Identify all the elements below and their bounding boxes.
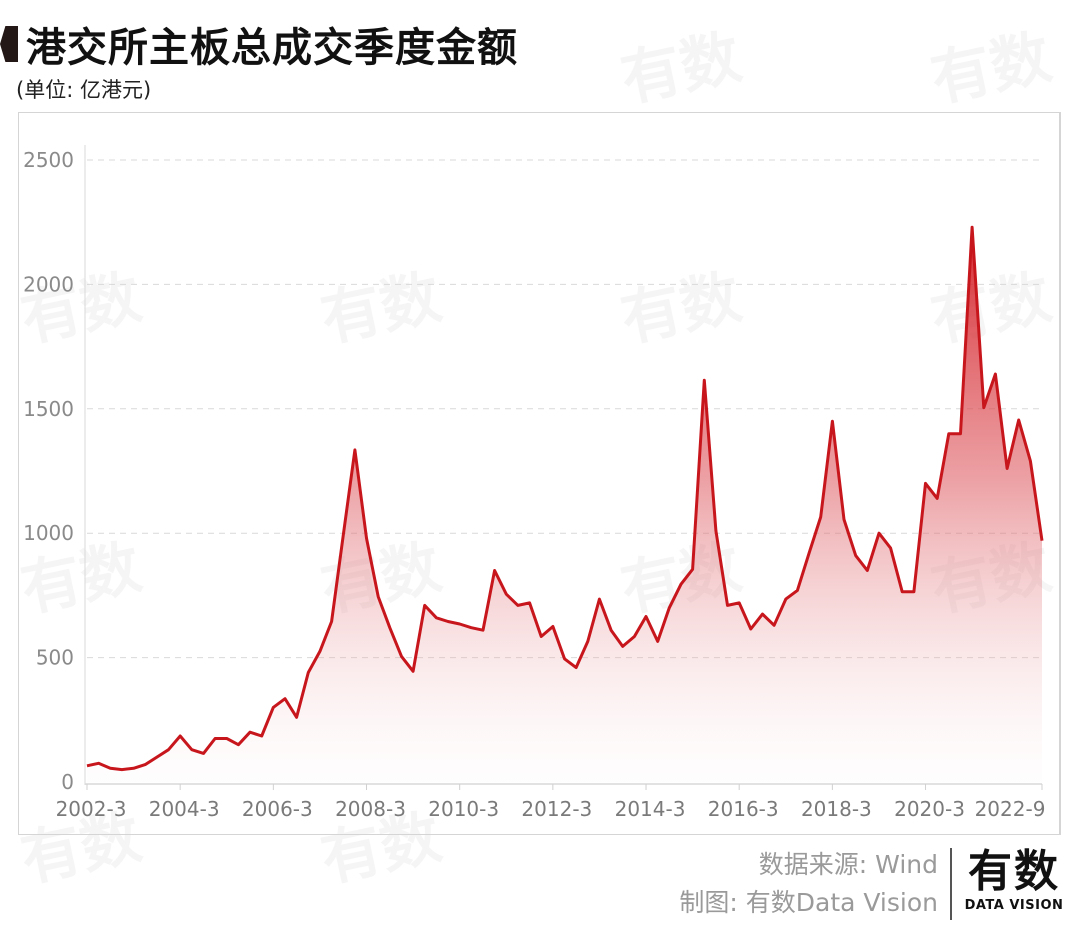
logo-cn: 有数 — [968, 846, 1060, 897]
chart-frame — [18, 112, 1061, 835]
y-tick-label: 500 — [36, 646, 74, 670]
chart-credit: 制图: 有数Data Vision — [679, 888, 938, 917]
y-tick-label: 2500 — [23, 148, 74, 172]
y-tick-label: 1000 — [23, 521, 74, 545]
brand-logo: 有数 DATA VISION — [962, 846, 1066, 913]
y-axis: 0 500 1000 1500 2000 2500 — [23, 145, 86, 794]
x-tick-label: 2012-3 — [521, 797, 592, 821]
y-tick-label: 0 — [61, 770, 74, 794]
title-marker-icon — [0, 26, 18, 62]
x-tick-label: 2004-3 — [149, 797, 220, 821]
x-tick-label: 2020-3 — [894, 797, 965, 821]
footer-credits: 数据来源: Wind 制图: 有数Data Vision — [679, 846, 938, 922]
data-line — [86, 225, 1044, 772]
x-tick-label: 2002-3 — [56, 797, 127, 821]
x-tick-label: 2006-3 — [242, 797, 313, 821]
chart-title-bar: 港交所主板总成交季度金额 — [0, 14, 518, 74]
x-tick-label: 2008-3 — [335, 797, 406, 821]
x-tick-label: 2016-3 — [708, 797, 779, 821]
x-tick-label: 2022-9 — [975, 797, 1046, 821]
area-fill — [87, 227, 1042, 782]
y-tick-label: 1500 — [23, 397, 74, 421]
y-tick-label: 2000 — [23, 272, 74, 296]
chart-title: 港交所主板总成交季度金额 — [26, 25, 518, 71]
data-source: 数据来源: Wind — [758, 850, 938, 879]
x-axis: 2002-3 2004-3 2006-3 2008-3 2010-3 2012-3 2014… — [56, 783, 1046, 821]
x-tick-label: 2010-3 — [428, 797, 499, 821]
x-tick-label: 2014-3 — [615, 797, 686, 821]
x-tick-label: 2018-3 — [801, 797, 872, 821]
footer-divider — [950, 848, 952, 920]
logo-en: DATA VISION — [964, 898, 1064, 913]
unit-label: (单位: 亿港元) — [16, 78, 152, 102]
